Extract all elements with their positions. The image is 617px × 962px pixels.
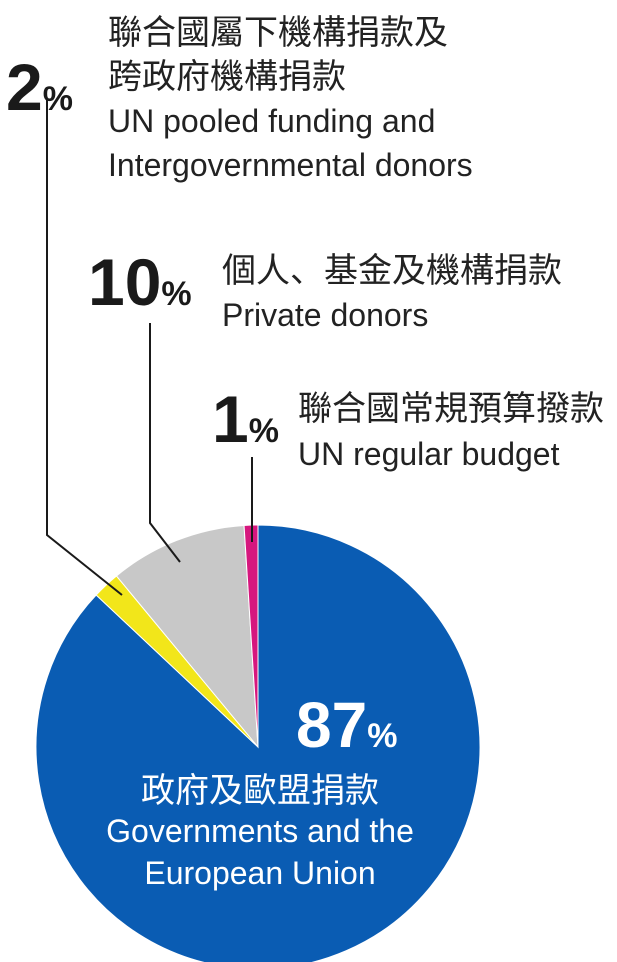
label-en-private: Private donors (222, 297, 428, 333)
label-private: 10% 個人、基金及機構捐款 Private donors (88, 245, 562, 333)
label-governments-eu: 87% 政府及歐盟捐款 Governments and the European… (106, 689, 414, 891)
leader-lines (46, 98, 253, 596)
label-regular: 1% 聯合國常規預算撥款 UN regular budget (212, 382, 604, 472)
pie-slices (35, 524, 481, 962)
label-en-un-pooled-line1: UN pooled funding and (108, 103, 435, 139)
pct-regular: 1% (212, 382, 279, 456)
pct-private: 10% (88, 245, 192, 319)
label-zh-private: 個人、基金及機構捐款 (222, 251, 562, 291)
label-un-pooled: 2% 聯合國屬下機構捐款及 跨政府機構捐款 UN pooled funding … (6, 13, 473, 183)
label-en-regular: UN regular budget (298, 436, 560, 472)
label-en-governments-eu-line1: Governments and the (106, 813, 414, 849)
label-zh-regular: 聯合國常規預算撥款 (298, 389, 604, 429)
pct-governments-eu: 87% (296, 689, 397, 761)
label-zh-un-pooled-line1: 聯合國屬下機構捐款及 (108, 13, 448, 53)
leader-line-private (149, 323, 181, 563)
label-en-un-pooled-line2: Intergovernmental donors (108, 147, 473, 183)
label-zh-un-pooled-line2: 跨政府機構捐款 (108, 57, 346, 97)
slice-private-donors (115, 524, 259, 749)
pct-un-pooled: 2% (6, 50, 73, 124)
label-zh-governments-eu: 政府及歐盟捐款 (141, 771, 379, 811)
label-en-governments-eu-line2: European Union (144, 855, 375, 891)
leader-line-un-pooled (46, 98, 123, 596)
